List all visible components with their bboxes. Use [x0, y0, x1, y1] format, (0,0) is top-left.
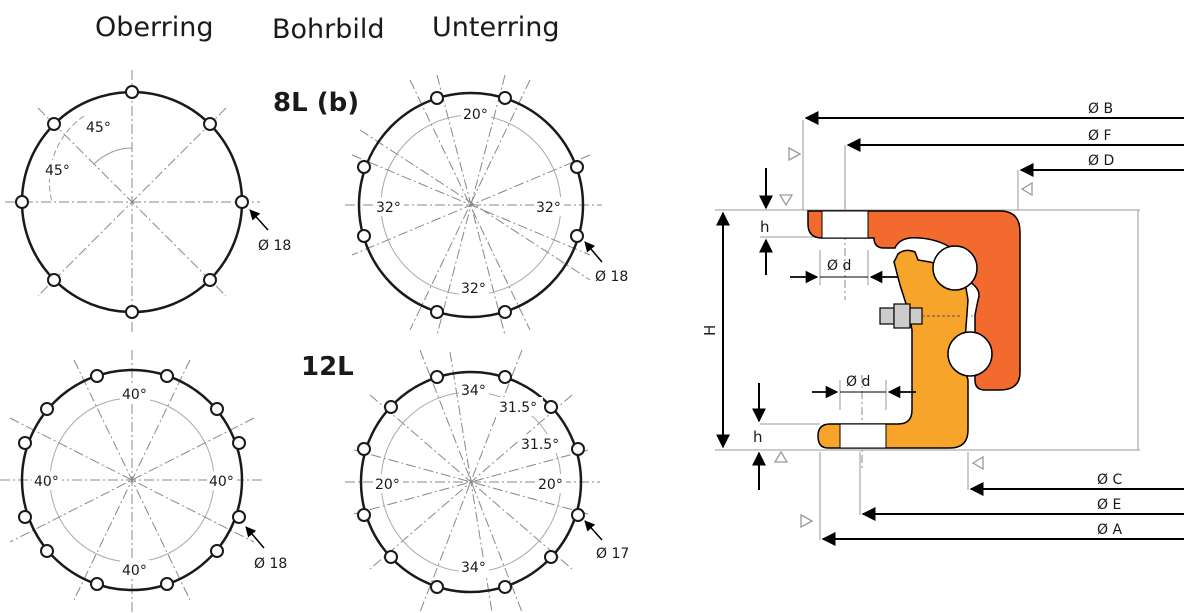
cross-section: Ø B Ø F Ø D Ø C Ø E Ø A H h h Ø d Ø d — [701, 101, 1184, 546]
header-oberring: Oberring — [95, 12, 214, 43]
hole-diameter: Ø 17 — [596, 546, 629, 562]
bolt-pattern-12l-bottom: 34° 31.5° 31.5° 20° 20° 34° Ø 17 — [345, 349, 629, 613]
hole-diameter: Ø 18 — [595, 269, 628, 285]
pattern-label-8l: 8L (b) — [273, 88, 360, 118]
angle-label: 20° — [463, 107, 488, 123]
dim-label: Ø B — [1088, 101, 1113, 117]
flange-h-bottom: h — [753, 428, 763, 446]
header-unterring: Unterring — [432, 12, 560, 43]
bolt-pattern-12l-top: 40° 40° 40° 40° Ø 18 — [0, 350, 287, 612]
angle-label: 20° — [375, 477, 400, 493]
angle-label: 31.5° — [499, 400, 537, 416]
inner-ring — [817, 249, 969, 449]
angle-label: 34° — [461, 560, 486, 576]
hole-diameter: Ø 18 — [258, 238, 291, 254]
dim-label: Ø C — [1097, 472, 1122, 488]
dim-label: Ø A — [1097, 522, 1122, 538]
angle-label: 40° — [209, 474, 234, 490]
angle-label: 45° — [45, 163, 70, 179]
flange-h-top: h — [760, 218, 770, 236]
hole-diameter: Ø 18 — [254, 556, 287, 572]
angle-label: 20° — [538, 477, 563, 493]
bolt-pattern-8l-bottom: 20° 32° 32° 32° Ø 18 — [345, 74, 628, 336]
angle-label: 40° — [122, 563, 147, 579]
dim-label: Ø D — [1088, 153, 1114, 169]
pattern-label-12l: 12L — [301, 352, 354, 382]
dim-label: Ø E — [1097, 497, 1121, 513]
angle-label: 34° — [461, 383, 486, 399]
bore-label-bottom: Ø d — [846, 374, 870, 390]
bolt-pattern-8l-top: 45° 45° Ø 18 — [5, 70, 291, 335]
dim-label: Ø F — [1088, 128, 1112, 144]
angle-label: 32° — [376, 200, 401, 216]
angle-label: 40° — [122, 387, 147, 403]
angle-label: 31.5° — [521, 437, 559, 453]
bore-label-top: Ø d — [827, 258, 851, 274]
angle-label: 45° — [86, 120, 111, 136]
angle-label: 32° — [461, 281, 486, 297]
header-bohrbild: Bohrbild — [272, 14, 385, 45]
angle-label: 40° — [34, 474, 59, 490]
angle-label: 32° — [536, 200, 561, 216]
height-label: H — [701, 325, 719, 336]
